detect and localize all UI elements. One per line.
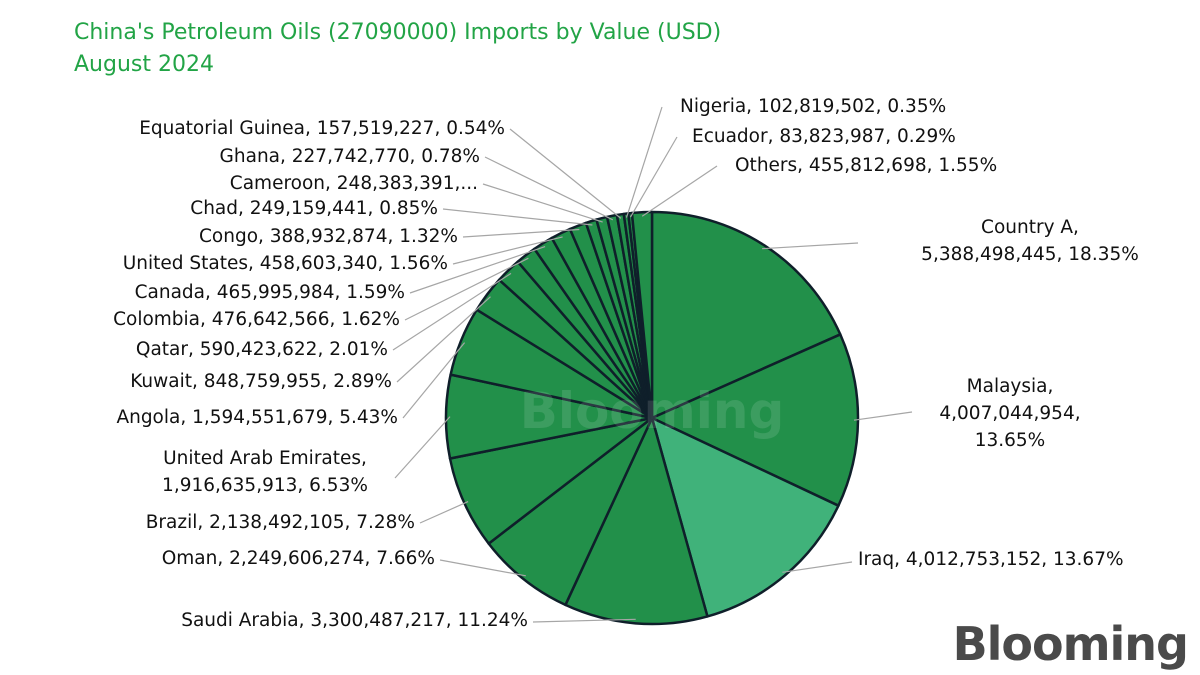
data-label-others: Others, 455,812,698, 1.55% [735,155,997,176]
leader-line-ecuador [629,136,678,218]
data-label-malaysia: Malaysia, 4,007,044,954, 13.65% [939,376,1080,451]
leader-line-cameroon [482,183,603,223]
leader-line-brazil [419,501,469,524]
pie-slice-malaysia [650,333,860,507]
data-label-nigeria: Nigeria, 102,819,502, 0.35% [680,96,946,117]
leader-line-qatar [392,272,512,351]
pie-slice-iraq [650,416,840,618]
blooming-logo: Blooming [952,617,1189,671]
leader-line-united-arab-emirates [394,416,451,479]
data-label-brazil: Brazil, 2,138,492,105, 7.28% [146,512,415,533]
leader-line-malaysia [853,411,913,421]
data-label-united-states: United States, 458,603,340, 1.56% [123,253,448,274]
data-label-angola: Angola, 1,594,551,679, 5.43% [116,407,398,428]
leader-line-kuwait [396,296,491,383]
data-label-iraq: Iraq, 4,012,753,152, 13.67% [858,549,1124,570]
leader-line-saudi-arabia [532,618,636,623]
data-label-qatar: Qatar, 590,423,622, 2.01% [136,339,388,360]
leader-line-iraq [782,561,853,573]
data-label-oman: Oman, 2,249,606,274, 7.66% [162,548,435,569]
data-label-country-a: Country A, 5,388,498,445, 18.35% [921,217,1139,265]
data-label-ecuador: Ecuador, 83,823,987, 0.29% [692,126,956,147]
leader-line-united-states [452,236,563,265]
pie-slice-others [630,210,654,420]
pie-slice-country-a [650,210,842,420]
leader-line-chad [442,208,593,226]
data-label-ghana: Ghana, 227,742,770, 0.78% [220,146,480,167]
chart-title: China's Petroleum Oils (27090000) Import… [74,20,722,45]
data-label-saudi-arabia: Saudi Arabia, 3,300,487,217, 11.24% [181,610,528,631]
data-label-colombia: Colombia, 476,642,566, 1.62% [113,309,400,330]
watermark: Blooming [520,382,785,440]
leader-line-canada [409,246,546,294]
leader-line-ghana [484,156,614,221]
leader-line-others [641,165,718,217]
data-label-united-arab-emirates: United Arab Emirates, 1,916,635,913, 6.53… [162,448,368,496]
pie-slice-saudi-arabia [564,416,709,626]
leader-line-oman [439,559,526,577]
chart-subtitle: August 2024 [74,52,214,77]
data-label-chad: Chad, 249,159,441, 0.85% [190,198,438,219]
data-label-congo: Congo, 388,932,874, 1.32% [199,226,458,247]
data-label-equatorial-guinea: Equatorial Guinea, 157,519,227, 0.54% [139,118,505,139]
leader-line-nigeria [625,106,663,218]
pie-slice-oman [487,416,654,607]
leader-line-angola [402,342,466,419]
data-label-canada: Canada, 465,995,984, 1.59% [135,282,405,303]
leader-line-colombia [404,257,529,321]
leader-line-equatorial-guinea [509,128,622,219]
data-label-cameroon: Cameroon, 248,383,391,... [230,173,478,194]
leader-line-country-a [762,242,859,250]
data-label-kuwait: Kuwait, 848,759,955, 2.89% [130,371,392,392]
leader-line-congo [462,228,580,238]
